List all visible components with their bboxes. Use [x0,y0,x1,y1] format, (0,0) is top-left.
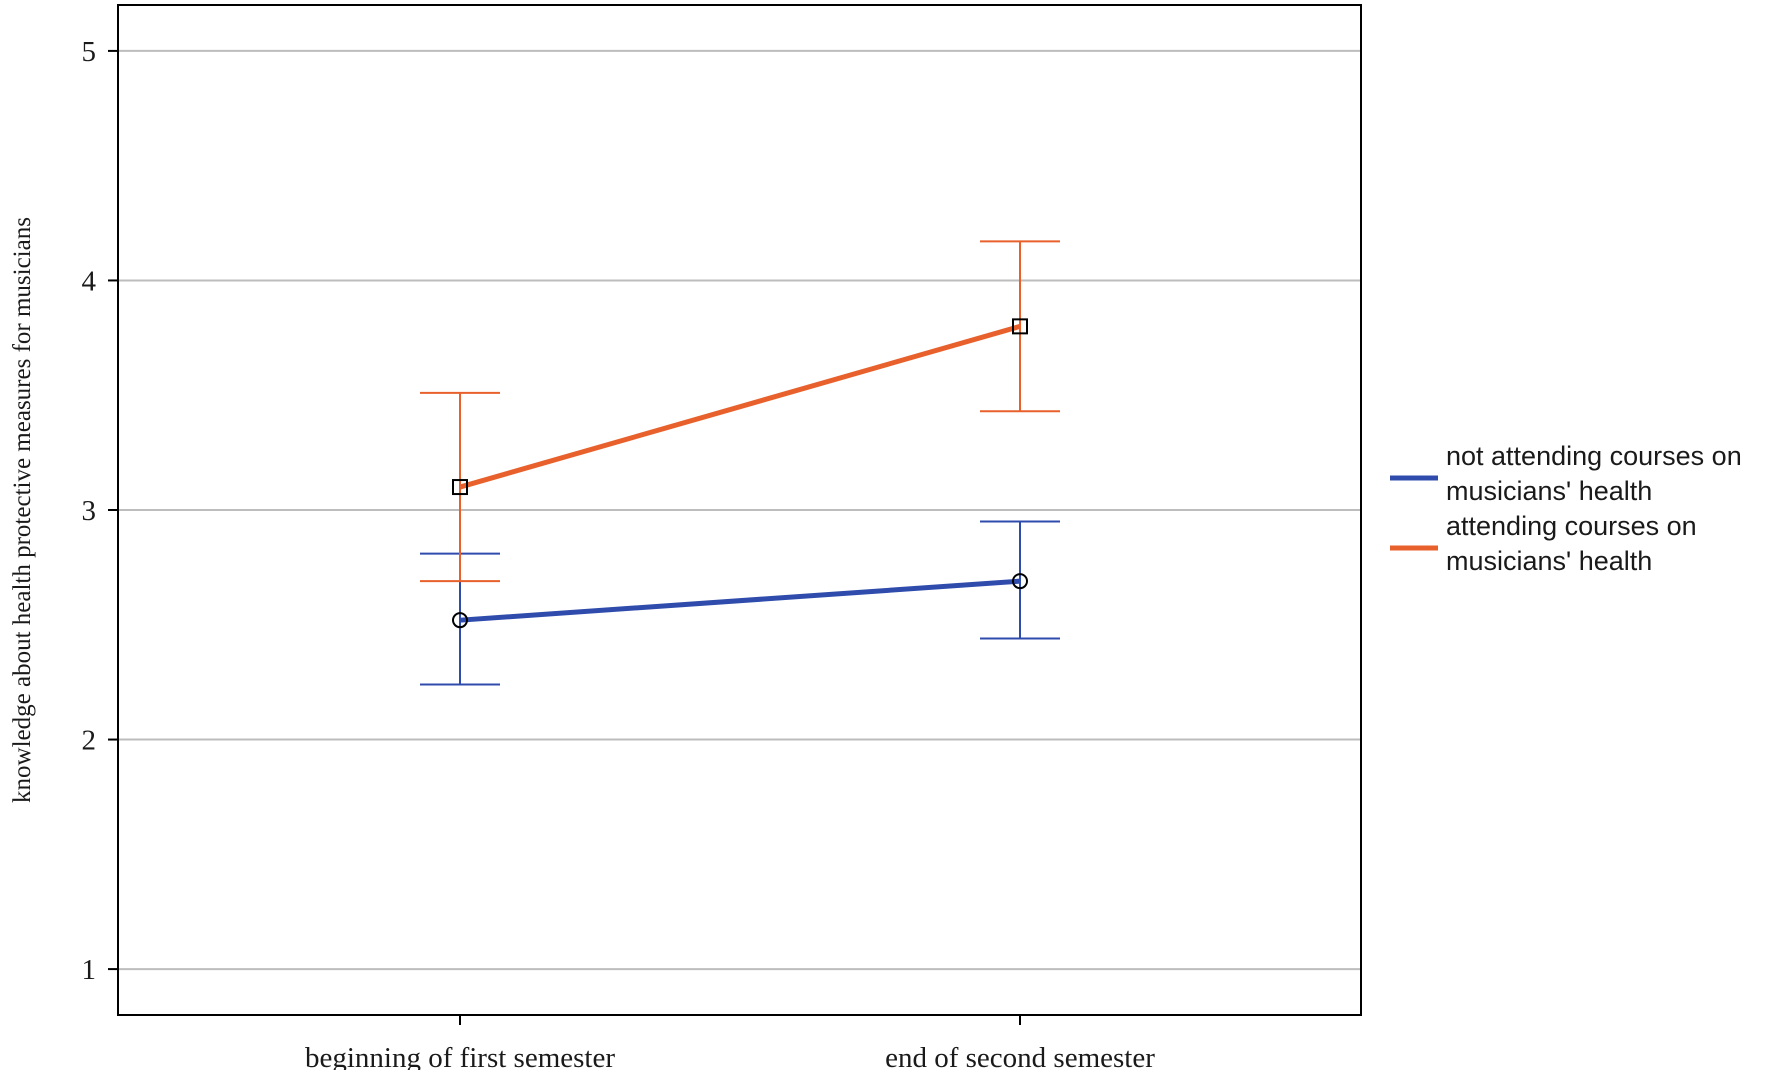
y-tick-label: 1 [82,954,97,986]
legend: not attending courses on musicians' healt… [1390,441,1742,576]
x-tick-label: beginning of first semester [305,1042,615,1070]
y-tick-label: 3 [82,495,97,527]
x-axis-ticks: beginning of first semester end of second… [305,1015,1155,1074]
series-layer [420,240,1060,686]
series-line [459,578,1021,623]
legend-label: musicians' health [1446,476,1652,506]
series-1 [420,520,1060,686]
x-tick-label: end of second semester [885,1042,1155,1070]
legend-label: musicians' health [1446,546,1652,576]
data-point [1012,573,1028,590]
data-point [1012,318,1028,335]
data-point [452,479,468,496]
y-axis-ticks: 1 2 3 4 5 [82,36,118,986]
y-tick-label: 5 [82,36,97,68]
grid-lines [118,49,1361,971]
legend-label: not attending courses on [1446,441,1742,471]
legend-label: attending courses on [1446,511,1697,541]
y-axis-label: knowledge about health protective measur… [9,217,36,803]
legend-item-1: not attending courses on musicians' healt… [1390,441,1742,506]
y-tick-label: 2 [82,725,97,757]
legend-item-2: attending courses on musicians' health [1390,511,1697,576]
y-tick-label: 4 [82,265,97,297]
data-point [452,612,468,629]
series-2 [420,240,1060,583]
series-line [459,323,1021,490]
